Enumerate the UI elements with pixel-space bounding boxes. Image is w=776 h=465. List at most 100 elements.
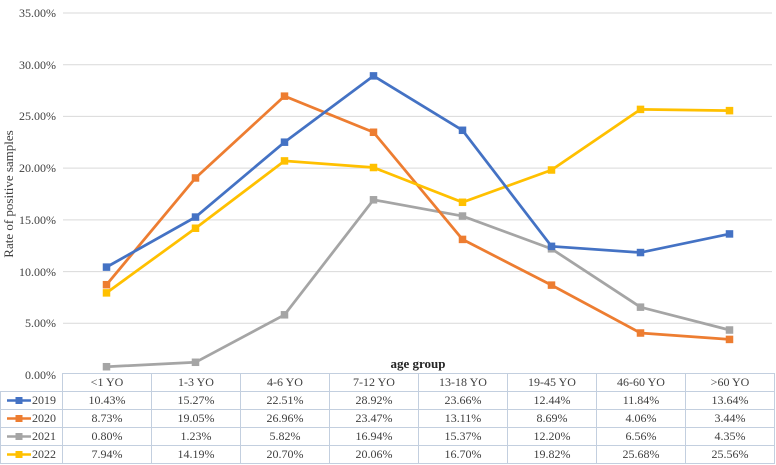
column-header: >60 YO xyxy=(685,373,775,392)
value-cell: 25.56% xyxy=(685,445,775,464)
data-point-marker xyxy=(547,242,556,251)
value-cell: 7.94% xyxy=(62,445,152,464)
y-axis-tick-label: 10.00% xyxy=(19,264,56,279)
table-row-2022: 2022 7.94% 14.19% 20.70% 20.06% 16.70% 19.82% 2… xyxy=(0,445,775,464)
column-header: 7-12 YO xyxy=(329,373,419,392)
value-cell: 1.23% xyxy=(151,427,241,446)
data-point-marker xyxy=(636,105,645,114)
table-row-2019: 2019 10.43% 15.27% 22.51% 28.92% 23.66% 12.44%… xyxy=(0,391,775,410)
value-cell: 28.92% xyxy=(329,391,419,410)
data-point-marker xyxy=(458,198,467,207)
data-point-marker xyxy=(102,362,111,371)
value-cell: 8.73% xyxy=(62,409,152,428)
value-cell: 15.37% xyxy=(418,427,508,446)
value-cell: 6.56% xyxy=(596,427,686,446)
data-point-marker xyxy=(280,311,289,319)
series-line-2021 xyxy=(106,198,730,369)
value-cell: 16.70% xyxy=(418,445,508,464)
data-point-marker xyxy=(280,92,289,100)
data-point-marker xyxy=(191,213,200,221)
value-cell: 12.44% xyxy=(507,391,597,410)
column-header: 46-60 YO xyxy=(596,373,686,392)
value-cell: 4.06% xyxy=(596,409,686,428)
series-line-2022 xyxy=(105,108,730,294)
table-header-row: <1 YO 1-3 YO 4-6 YO 7-12 YO 13-18 YO 19-45 YO… xyxy=(1,373,775,392)
legend-cell: 2021 xyxy=(0,427,63,446)
data-point-marker xyxy=(636,248,645,257)
legend-key-icon xyxy=(7,397,31,404)
value-cell: 20.70% xyxy=(240,445,330,464)
value-cell: 10.43% xyxy=(62,391,152,410)
data-point-marker xyxy=(636,329,645,337)
value-cell: 11.84% xyxy=(596,391,686,410)
data-point-marker xyxy=(280,157,289,165)
y-axis-tick-label: 30.00% xyxy=(19,57,56,72)
data-point-marker xyxy=(191,174,200,182)
y-axis-tick-label: 15.00% xyxy=(19,212,56,227)
column-header: 19-45 YO xyxy=(507,373,597,392)
data-point-marker xyxy=(547,281,556,289)
legend-label: 2020 xyxy=(32,411,56,425)
y-axis-tick-label: 25.00% xyxy=(19,109,56,124)
column-header: 1-3 YO xyxy=(151,373,241,392)
legend-cell: 2022 xyxy=(0,445,63,464)
y-axis-tick-label: 20.00% xyxy=(19,161,56,176)
data-point-marker xyxy=(369,72,378,80)
data-point-marker xyxy=(191,358,200,367)
value-cell: 23.47% xyxy=(329,409,419,428)
value-cell: 20.06% xyxy=(329,445,419,464)
value-cell: 14.19% xyxy=(151,445,241,464)
legend-cell: 2020 xyxy=(0,409,63,428)
data-point-marker xyxy=(191,224,200,232)
data-point-marker xyxy=(369,196,378,204)
value-cell: 22.51% xyxy=(240,391,330,410)
value-cell: 19.82% xyxy=(507,445,597,464)
value-cell: 26.96% xyxy=(240,409,330,428)
value-cell: 23.66% xyxy=(418,391,508,410)
x-axis-title: age group xyxy=(390,356,446,371)
value-cell: 25.68% xyxy=(596,445,686,464)
y-axis-tick-label: 5.00% xyxy=(25,316,56,331)
data-point-marker xyxy=(369,163,378,172)
y-axis-tick-label: 35.00% xyxy=(19,6,56,20)
series-line-2019 xyxy=(105,74,730,269)
column-header: <1 YO xyxy=(62,373,152,392)
data-point-marker xyxy=(458,212,467,220)
data-point-marker xyxy=(547,166,556,174)
table-row-2020: 2020 8.73% 19.05% 26.96% 23.47% 13.11% 8.69% 4.… xyxy=(0,409,775,428)
value-cell: 0.80% xyxy=(62,427,152,446)
plot-area xyxy=(63,12,772,371)
table-row-2021: 2021 0.80% 1.23% 5.82% 16.94% 15.37% 12.20% 6.5… xyxy=(0,427,775,446)
legend-cell: 2019 xyxy=(0,391,63,410)
data-point-marker xyxy=(458,235,467,244)
data-point-marker xyxy=(102,289,111,297)
y-axis-tick-label: 0.00% xyxy=(25,368,56,382)
data-point-marker xyxy=(102,263,111,271)
legend-key-icon xyxy=(7,415,31,422)
legend-key-icon xyxy=(7,451,31,458)
data-point-marker xyxy=(369,128,378,137)
legend-key-icon xyxy=(7,433,31,440)
legend-label: 2021 xyxy=(32,429,56,443)
value-cell: 8.69% xyxy=(507,409,597,428)
legend-label: 2022 xyxy=(32,447,56,461)
chart-data-table: <1 YO 1-3 YO 4-6 YO 7-12 YO 13-18 YO 19-45 YO… xyxy=(0,373,775,464)
value-cell: 5.82% xyxy=(240,427,330,446)
value-cell: 3.44% xyxy=(685,409,775,428)
data-point-marker xyxy=(102,280,111,289)
y-axis-title: Rate of positive samples xyxy=(1,130,16,258)
value-cell: 13.11% xyxy=(418,409,508,428)
column-header: 13-18 YO xyxy=(418,373,508,392)
value-cell: 19.05% xyxy=(151,409,241,428)
data-point-marker xyxy=(725,106,734,115)
value-cell: 13.64% xyxy=(685,391,775,410)
value-cell: 12.20% xyxy=(507,427,597,446)
value-cell: 15.27% xyxy=(151,391,241,410)
data-point-marker xyxy=(725,230,734,238)
value-cell: 4.35% xyxy=(685,427,775,446)
data-point-marker xyxy=(280,138,289,146)
value-cell: 16.94% xyxy=(329,427,419,446)
data-point-marker xyxy=(725,326,734,334)
data-point-marker xyxy=(458,126,467,135)
